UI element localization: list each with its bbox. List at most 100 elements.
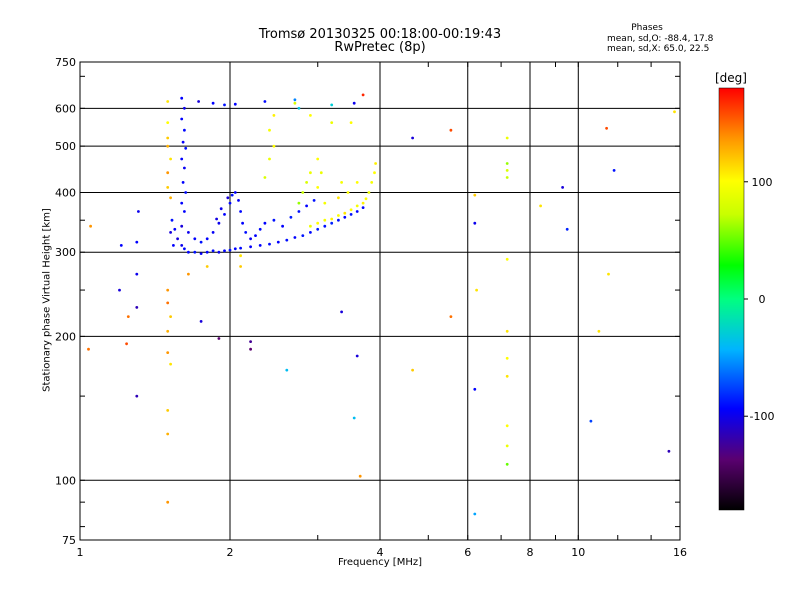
data-point — [239, 265, 243, 268]
data-point — [135, 272, 139, 276]
data-point — [205, 265, 209, 268]
colorbar-tick-label: -100 — [750, 410, 775, 423]
data-point — [263, 221, 267, 225]
data-point — [228, 248, 232, 252]
data-point — [505, 169, 509, 172]
data-point — [166, 351, 170, 354]
data-point — [346, 191, 350, 194]
data-point — [137, 210, 140, 213]
data-point — [301, 234, 305, 238]
data-point — [233, 102, 237, 106]
data-point — [233, 247, 237, 251]
data-point — [667, 449, 671, 453]
x-tick-label: 4 — [377, 546, 384, 559]
data-point — [166, 500, 170, 504]
data-point — [166, 136, 170, 140]
data-point — [323, 218, 327, 222]
data-point — [180, 244, 184, 247]
data-point — [285, 238, 289, 242]
y-tick-label: 200 — [55, 330, 76, 343]
data-point — [343, 215, 347, 219]
data-point — [170, 218, 174, 222]
phases-heading: Phases — [631, 23, 663, 33]
data-point — [184, 191, 188, 194]
phases-o-stats: mean, sd,O: -88.4, 17.8 — [607, 34, 714, 44]
data-point — [272, 114, 276, 117]
data-point — [316, 221, 320, 225]
data-point — [565, 227, 569, 231]
data-point — [349, 208, 353, 212]
x-tick-label: 2 — [227, 546, 234, 559]
data-point — [597, 329, 601, 333]
data-point — [193, 250, 197, 254]
data-point — [258, 244, 262, 247]
data-point — [239, 246, 243, 250]
data-point — [223, 213, 226, 216]
data-point — [505, 162, 509, 165]
data-point — [166, 288, 170, 292]
data-point — [183, 166, 186, 170]
data-point — [169, 315, 173, 318]
data-point — [184, 146, 188, 150]
data-point — [199, 240, 203, 244]
data-point — [223, 103, 226, 107]
data-point — [323, 224, 327, 228]
x-tick-label: 10 — [571, 546, 585, 559]
data-point — [199, 252, 203, 256]
x-tick-label: 6 — [464, 546, 471, 559]
data-point — [309, 171, 312, 175]
data-point — [135, 306, 139, 309]
y-tick-label: 600 — [55, 102, 76, 115]
data-point — [301, 191, 305, 194]
data-point — [180, 157, 184, 161]
data-point — [183, 128, 186, 132]
data-point — [305, 181, 308, 184]
y-tick-label: 100 — [55, 474, 76, 487]
data-point — [135, 394, 139, 398]
data-point — [349, 213, 353, 216]
data-point — [293, 236, 297, 239]
data-point — [337, 214, 340, 217]
data-point — [473, 193, 477, 197]
data-point — [297, 210, 301, 213]
data-point — [166, 171, 170, 175]
data-point — [316, 227, 320, 231]
data-point — [118, 288, 121, 292]
data-point — [309, 114, 312, 117]
data-point — [180, 224, 184, 228]
data-point — [199, 320, 203, 323]
chart-subtitle: RwPretec (8p) — [334, 40, 426, 55]
data-point — [337, 196, 340, 200]
colorbar-tick-label: 0 — [759, 293, 766, 306]
x-axis-label: Frequency [MHz] — [337, 557, 423, 568]
data-point — [323, 201, 327, 205]
data-point — [367, 191, 371, 194]
data-point — [449, 128, 453, 132]
data-point — [355, 181, 359, 184]
data-point — [249, 340, 253, 343]
colorbar-ticks: 100 0 -100 — [744, 176, 774, 423]
data-point — [135, 240, 139, 244]
data-point — [319, 171, 323, 175]
data-point — [268, 242, 271, 246]
data-point — [473, 512, 477, 516]
data-point — [361, 93, 365, 97]
data-point — [505, 176, 509, 179]
data-point — [612, 169, 616, 172]
data-point — [211, 231, 215, 234]
data-point — [605, 126, 608, 130]
data-point — [276, 240, 280, 244]
data-point — [180, 96, 184, 100]
data-point — [181, 140, 185, 144]
data-point — [505, 424, 509, 428]
data-point — [505, 462, 509, 466]
data-point — [223, 249, 226, 253]
data-point — [258, 227, 262, 231]
data-point — [305, 204, 308, 208]
data-point — [281, 224, 284, 228]
data-point — [272, 218, 276, 222]
y-axis-ticks: 75 100 200 300 400 500 600 750 — [55, 56, 680, 547]
data-point — [176, 237, 180, 241]
data-point — [180, 117, 184, 121]
